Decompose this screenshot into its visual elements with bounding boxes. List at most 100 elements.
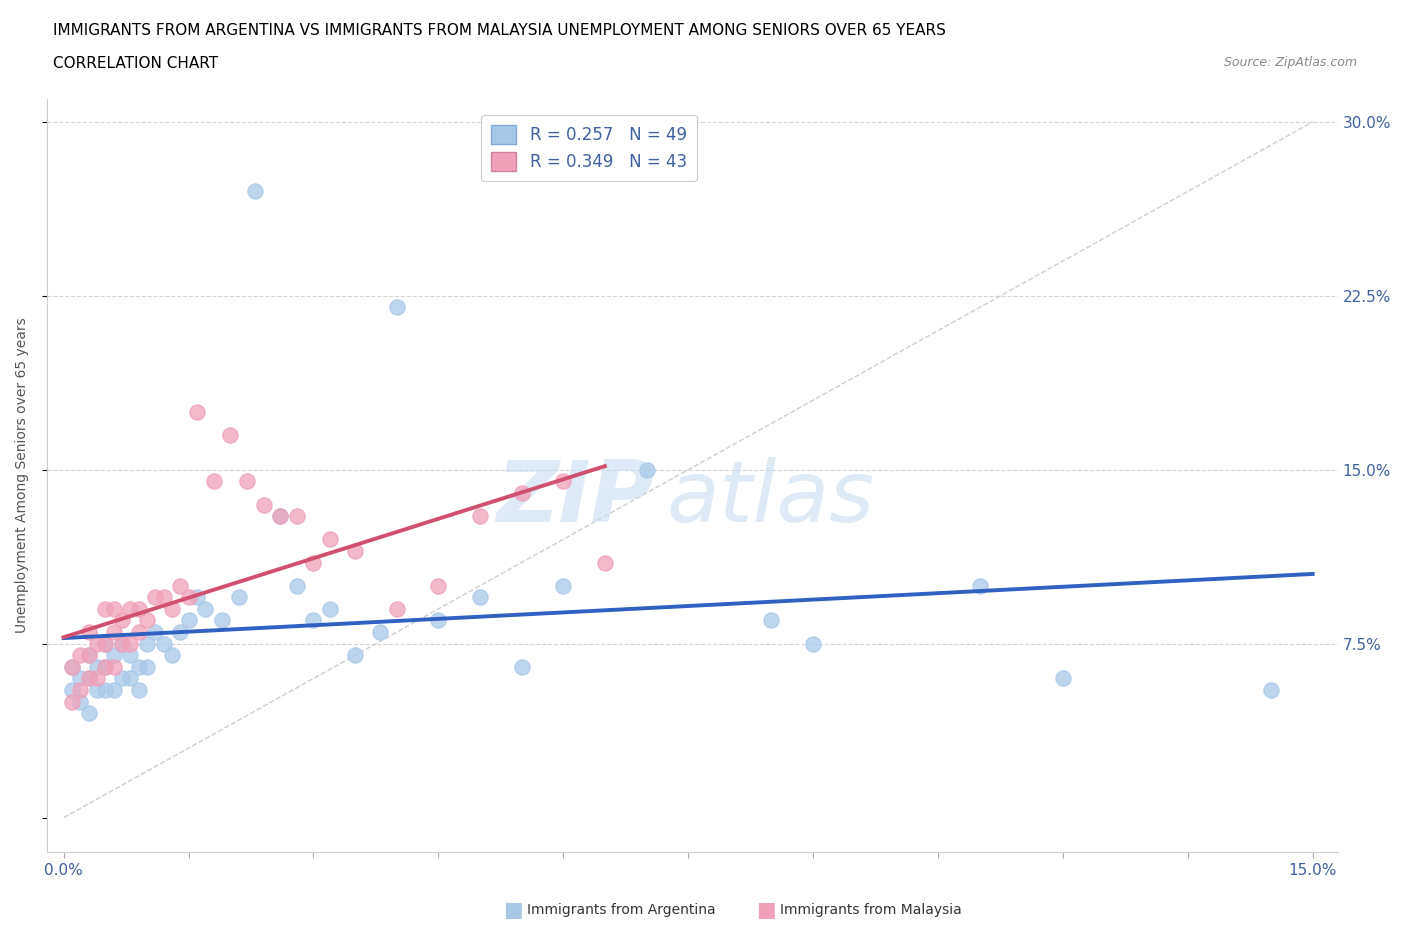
Point — [120, 671, 142, 686]
Point — [368, 625, 391, 640]
Point — [553, 578, 575, 593]
Point — [344, 543, 367, 558]
Point — [120, 636, 142, 651]
Point — [761, 613, 783, 628]
Point — [86, 636, 108, 651]
Point — [553, 474, 575, 489]
Point — [285, 509, 308, 524]
Point — [77, 706, 100, 721]
Text: atlas: atlas — [666, 457, 875, 539]
Point — [60, 694, 83, 709]
Point — [177, 590, 200, 604]
Text: ■: ■ — [503, 899, 523, 920]
Point — [94, 636, 117, 651]
Point — [801, 636, 824, 651]
Point — [77, 648, 100, 663]
Point — [103, 659, 125, 674]
Point — [103, 683, 125, 698]
Point — [94, 659, 117, 674]
Point — [128, 602, 150, 617]
Point — [177, 613, 200, 628]
Point — [593, 555, 616, 570]
Point — [152, 636, 174, 651]
Text: Immigrants from Argentina: Immigrants from Argentina — [527, 902, 716, 917]
Point — [169, 625, 191, 640]
Point — [427, 613, 450, 628]
Text: ZIP: ZIP — [496, 457, 654, 539]
Point — [319, 532, 342, 547]
Point — [111, 636, 134, 651]
Point — [169, 578, 191, 593]
Point — [120, 602, 142, 617]
Point — [236, 474, 259, 489]
Y-axis label: Unemployment Among Seniors over 65 years: Unemployment Among Seniors over 65 years — [15, 318, 30, 633]
Point — [136, 659, 159, 674]
Point — [103, 625, 125, 640]
Point — [269, 509, 291, 524]
Point — [510, 659, 533, 674]
Point — [77, 625, 100, 640]
Point — [69, 648, 91, 663]
Point — [111, 613, 134, 628]
Point — [103, 602, 125, 617]
Point — [136, 613, 159, 628]
Point — [94, 683, 117, 698]
Point — [69, 671, 91, 686]
Point — [94, 636, 117, 651]
Point — [252, 498, 274, 512]
Point — [385, 602, 408, 617]
Point — [202, 474, 225, 489]
Point — [77, 671, 100, 686]
Text: ■: ■ — [756, 899, 776, 920]
Point — [636, 462, 658, 477]
Point — [111, 636, 134, 651]
Point — [69, 683, 91, 698]
Point — [152, 590, 174, 604]
Point — [186, 590, 208, 604]
Point — [103, 648, 125, 663]
Point — [120, 648, 142, 663]
Point — [228, 590, 250, 604]
Point — [160, 648, 183, 663]
Point — [86, 659, 108, 674]
Point — [160, 602, 183, 617]
Point — [468, 509, 491, 524]
Point — [77, 648, 100, 663]
Text: Source: ZipAtlas.com: Source: ZipAtlas.com — [1223, 56, 1357, 69]
Point — [1260, 683, 1282, 698]
Point — [136, 636, 159, 651]
Text: Immigrants from Malaysia: Immigrants from Malaysia — [780, 902, 962, 917]
Text: CORRELATION CHART: CORRELATION CHART — [53, 56, 218, 71]
Point — [269, 509, 291, 524]
Point — [128, 625, 150, 640]
Point — [143, 625, 166, 640]
Point — [86, 671, 108, 686]
Point — [86, 683, 108, 698]
Point — [77, 671, 100, 686]
Point — [302, 613, 325, 628]
Point — [468, 590, 491, 604]
Point — [128, 659, 150, 674]
Point — [969, 578, 991, 593]
Point — [319, 602, 342, 617]
Point — [211, 613, 233, 628]
Point — [94, 602, 117, 617]
Point — [302, 555, 325, 570]
Point — [60, 659, 83, 674]
Point — [285, 578, 308, 593]
Point — [143, 590, 166, 604]
Point — [111, 671, 134, 686]
Point — [186, 405, 208, 419]
Point — [194, 602, 217, 617]
Point — [60, 683, 83, 698]
Point — [94, 659, 117, 674]
Point — [1052, 671, 1074, 686]
Point — [219, 428, 242, 443]
Point — [128, 683, 150, 698]
Point — [344, 648, 367, 663]
Point — [60, 659, 83, 674]
Point — [69, 694, 91, 709]
Legend: R = 0.257   N = 49, R = 0.349   N = 43: R = 0.257 N = 49, R = 0.349 N = 43 — [481, 114, 697, 181]
Point — [427, 578, 450, 593]
Text: IMMIGRANTS FROM ARGENTINA VS IMMIGRANTS FROM MALAYSIA UNEMPLOYMENT AMONG SENIORS: IMMIGRANTS FROM ARGENTINA VS IMMIGRANTS … — [53, 23, 946, 38]
